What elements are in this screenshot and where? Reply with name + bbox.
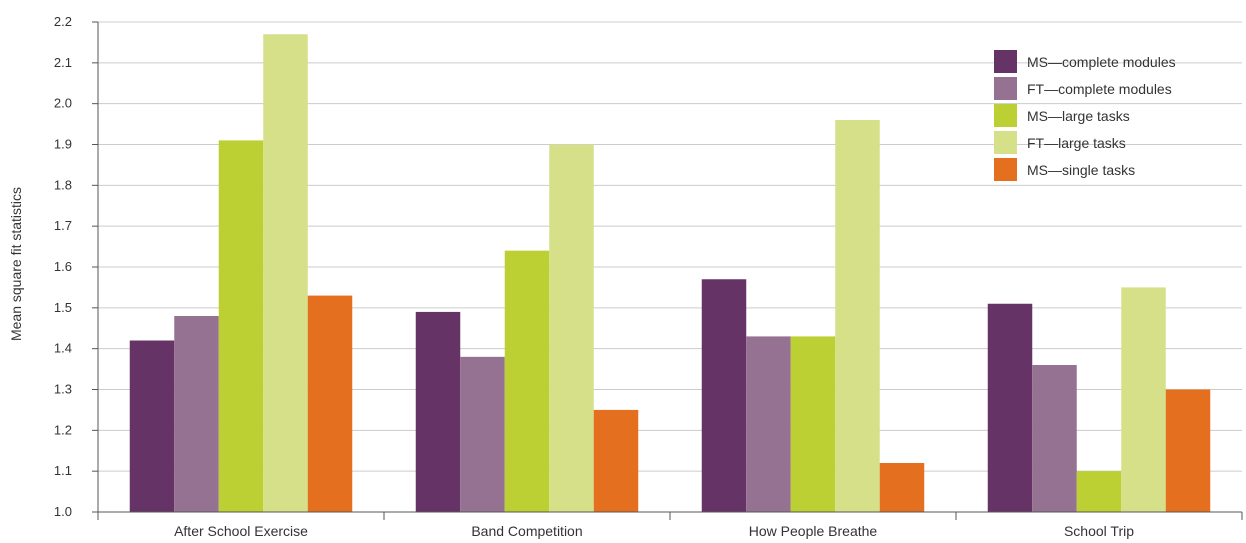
bar: [129, 340, 175, 512]
legend-swatch: [994, 158, 1017, 181]
bar: [746, 336, 791, 512]
y-tick-label: 2.1: [54, 55, 72, 70]
y-axis-ticks: 1.0 1.1 1.2 1.3 1.4 1.5 1.6 1.7 1.8 1.9 2.0 2.1 2.2: [54, 14, 98, 519]
bar: [1076, 471, 1122, 512]
y-tick-label: 1.9: [54, 137, 72, 152]
y-tick-label: 1.2: [54, 422, 72, 437]
y-tick-label: 1.7: [54, 218, 72, 233]
legend-label: FT—complete modules: [1027, 81, 1172, 97]
bar: [218, 140, 264, 512]
y-tick-label: 1.3: [54, 382, 72, 397]
bar: [1165, 389, 1211, 512]
legend: MS—complete modules FT—complete modules MS…: [994, 50, 1176, 181]
bar: [701, 279, 747, 512]
bar: [987, 303, 1033, 512]
bar: [879, 463, 925, 512]
x-category-label: Band Competition: [471, 523, 582, 539]
x-axis: After School Exercise Band Competition How…: [97, 22, 1243, 539]
bar: [263, 34, 308, 512]
y-tick-label: 2.0: [54, 96, 72, 111]
bar: [415, 311, 461, 512]
legend-label: MS—large tasks: [1027, 108, 1130, 124]
y-tick-label: 2.2: [54, 14, 72, 29]
y-tick-label: 1.0: [54, 504, 72, 519]
bar: [593, 409, 639, 512]
bar: [1121, 287, 1166, 512]
bars: [129, 34, 1211, 512]
bar: [549, 144, 594, 512]
y-tick-label: 1.5: [54, 300, 72, 315]
y-axis-title: Mean square fit statistics: [8, 187, 24, 341]
x-category-label: How People Breathe: [749, 523, 878, 539]
legend-label: FT—large tasks: [1027, 135, 1126, 151]
y-tick-label: 1.1: [54, 463, 72, 478]
legend-swatch: [994, 104, 1017, 127]
bar: [504, 250, 550, 512]
bar: [835, 120, 880, 512]
legend-swatch: [994, 131, 1017, 154]
x-category-label: School Trip: [1064, 523, 1134, 539]
bar: [790, 336, 836, 512]
legend-swatch: [994, 77, 1017, 100]
bar: [1032, 365, 1077, 512]
legend-label: MS—complete modules: [1027, 54, 1176, 70]
legend-label: MS—single tasks: [1027, 162, 1135, 178]
legend-swatch: [994, 50, 1017, 73]
bar: [174, 316, 219, 512]
x-category-label: After School Exercise: [174, 523, 308, 539]
y-tick-label: 1.4: [54, 341, 72, 356]
bar: [460, 356, 505, 512]
y-tick-label: 1.6: [54, 259, 72, 274]
bar: [307, 295, 353, 512]
y-tick-label: 1.8: [54, 177, 72, 192]
